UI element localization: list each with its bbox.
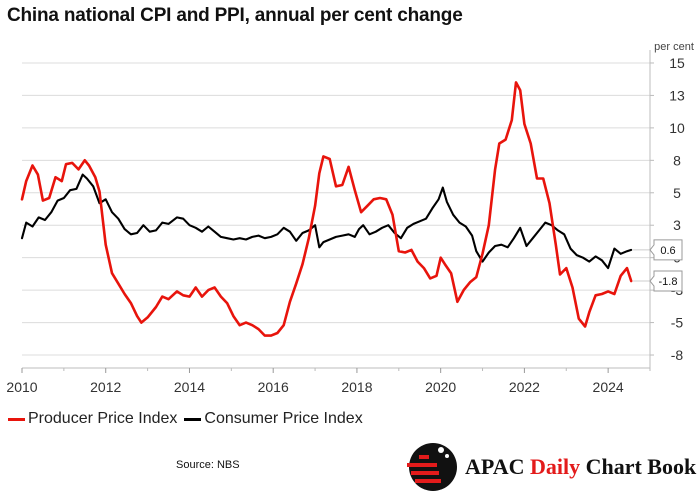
y-tick-label: -8 — [671, 347, 684, 363]
grid-lines — [22, 62, 650, 356]
x-tick-label: 2020 — [425, 379, 456, 395]
x-tick-label: 2016 — [258, 379, 289, 395]
end-label-text: 0.6 — [660, 245, 675, 257]
y-tick-label: 8 — [673, 152, 681, 168]
legend: Producer Price Index Consumer Price Inde… — [8, 410, 370, 428]
end-label-text: -1.8 — [659, 276, 678, 288]
y-tick-label: 3 — [673, 217, 681, 233]
end-labels-layer: 0.6 -1.8 — [633, 239, 683, 292]
y-tick-label: 15 — [669, 55, 685, 71]
series-line-ppi — [20, 81, 633, 337]
legend-label-cpi: Consumer Price Index — [204, 410, 363, 427]
brand-name: APAC Daily Chart Book — [465, 454, 696, 480]
end-label-box — [649, 270, 683, 292]
legend-label-ppi: Producer Price Index — [28, 410, 178, 427]
x-tick-label: 2010 — [6, 379, 37, 395]
end-label-box — [649, 239, 683, 261]
series-layer — [20, 81, 633, 337]
chart-title: China national CPI and PPI, annual per c… — [7, 5, 463, 26]
brand-name-part1: APAC — [465, 454, 525, 479]
legend-swatch-ppi — [8, 417, 25, 421]
y-axis-title: per cent — [654, 41, 694, 53]
y-tick-label: 13 — [669, 87, 685, 103]
y-tick-label: -5 — [671, 315, 684, 331]
legend-item-cpi: Consumer Price Index — [184, 410, 363, 428]
y-tick-label: 10 — [669, 120, 685, 136]
y-tick-label: 5 — [673, 185, 681, 201]
x-tick-label: 2024 — [593, 379, 624, 395]
brand-name-part2: Daily — [529, 454, 581, 479]
source-note: Source: NBS — [176, 459, 240, 471]
brand-mark-icon — [407, 443, 457, 491]
x-tick-label: 2012 — [90, 379, 121, 395]
series-line-cpi — [20, 173, 633, 270]
legend-swatch-cpi — [184, 417, 202, 421]
x-tick-label: 2022 — [509, 379, 540, 395]
legend-item-ppi: Producer Price Index — [8, 410, 177, 428]
x-tick-label: 2014 — [174, 379, 205, 395]
brand-name-part3: Chart Book — [585, 454, 697, 479]
brand-logo: APAC Daily Chart Book — [405, 438, 696, 496]
x-tick-label: 2018 — [341, 379, 372, 395]
